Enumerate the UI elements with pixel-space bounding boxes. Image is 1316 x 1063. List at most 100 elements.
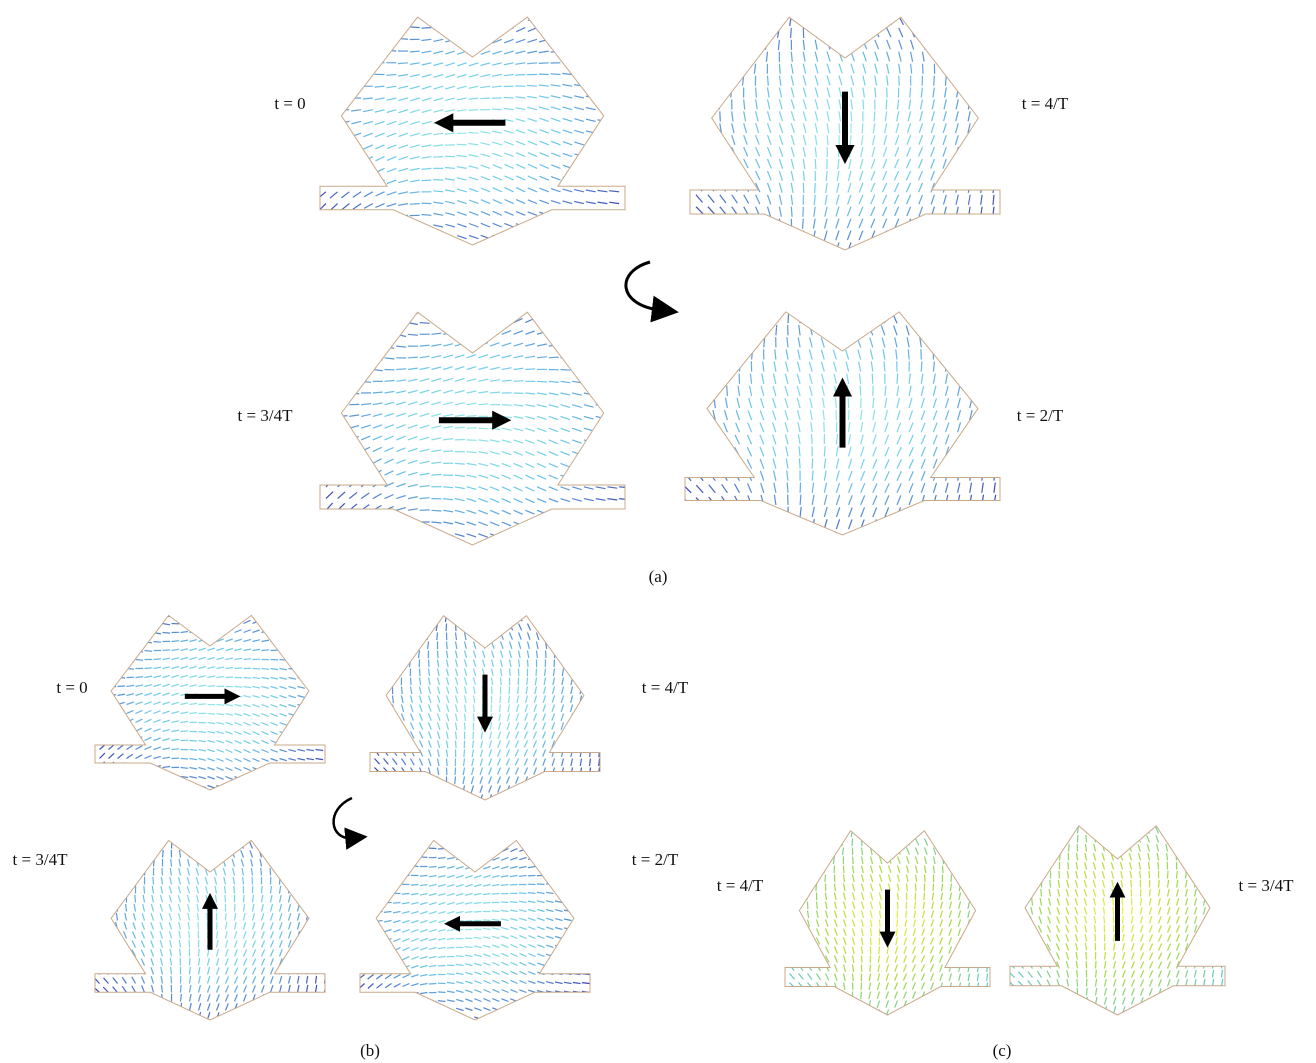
vector: [456, 732, 457, 740]
vector: [420, 948, 427, 950]
vector: [387, 12, 396, 16]
vector: [199, 613, 207, 615]
vector: [127, 834, 132, 840]
vector: [564, 946, 572, 948]
vector: [190, 657, 197, 659]
vector: [396, 346, 406, 347]
vector: [923, 52, 925, 62]
vector: [799, 938, 802, 945]
vector: [141, 941, 144, 948]
vector: [1103, 835, 1105, 842]
vector: [396, 413, 405, 416]
vector: [235, 658, 243, 659]
vector: [824, 495, 827, 505]
vector: [402, 687, 403, 695]
vector: [412, 837, 419, 840]
vector: [118, 781, 124, 786]
vector: [384, 921, 392, 923]
vector: [145, 850, 148, 857]
vector: [262, 705, 269, 708]
vector: [949, 938, 952, 945]
vector: [609, 121, 619, 122]
vector: [791, 64, 793, 74]
vector: [895, 147, 899, 156]
vector: [154, 784, 162, 785]
vector: [387, 204, 397, 207]
vector: [364, 227, 373, 232]
vector: [235, 611, 242, 615]
vector: [271, 886, 272, 894]
vector: [787, 471, 788, 481]
vector: [862, 884, 864, 891]
vector: [364, 192, 373, 197]
vector: [574, 166, 584, 169]
vector: [516, 188, 525, 192]
vector: [289, 940, 291, 947]
vector: [727, 386, 728, 396]
vector: [433, 237, 443, 239]
vector: [134, 913, 136, 920]
vector: [1093, 871, 1095, 878]
vector: [968, 992, 969, 1000]
vector: [163, 785, 171, 786]
vector: [1066, 898, 1068, 905]
vector: [1015, 872, 1018, 879]
vector: [490, 499, 499, 503]
vector: [933, 507, 936, 517]
vector: [540, 153, 549, 157]
vector: [607, 499, 617, 500]
vector: [411, 714, 414, 721]
vector: [431, 426, 441, 428]
vector: [582, 858, 590, 859]
vector: [307, 612, 314, 615]
vector: [100, 771, 105, 777]
vector: [582, 642, 583, 650]
vector: [340, 121, 350, 123]
vector: [1060, 844, 1062, 852]
vector: [271, 723, 278, 726]
vector: [372, 678, 374, 685]
vector: [217, 976, 220, 983]
vector: [703, 64, 708, 73]
vector: [740, 349, 742, 359]
vector: [1103, 826, 1105, 833]
vector: [885, 495, 889, 505]
vector: [850, 147, 852, 157]
vector: [869, 1010, 871, 1017]
vector: [700, 422, 703, 432]
vector: [438, 930, 445, 932]
vector: [438, 948, 446, 949]
vector: [226, 1012, 229, 1019]
vector: [979, 830, 982, 837]
vector: [564, 1000, 572, 1001]
vector: [883, 195, 887, 204]
vector: [1024, 820, 1030, 825]
vector: [537, 534, 547, 537]
vector: [289, 723, 296, 725]
vector: [199, 768, 206, 770]
vector: [528, 642, 530, 649]
vector: [431, 522, 441, 523]
vector: [904, 938, 906, 945]
vector: [489, 741, 491, 748]
vector: [196, 877, 198, 884]
vector: [205, 832, 207, 839]
vector: [253, 968, 256, 975]
vector: [103, 996, 109, 1001]
vector: [422, 39, 432, 40]
vector: [289, 768, 297, 770]
vector: [546, 884, 554, 885]
vector: [380, 660, 383, 667]
vector: [483, 633, 486, 640]
vector: [456, 894, 463, 896]
vector: [788, 301, 790, 311]
vector: [349, 527, 357, 534]
vector: [369, 833, 374, 839]
vector: [826, 947, 829, 954]
vector: [341, 168, 350, 173]
vector: [590, 669, 591, 677]
vector: [1051, 827, 1055, 834]
vector: [429, 795, 430, 803]
vector: [468, 132, 478, 133]
vector: [307, 904, 308, 912]
